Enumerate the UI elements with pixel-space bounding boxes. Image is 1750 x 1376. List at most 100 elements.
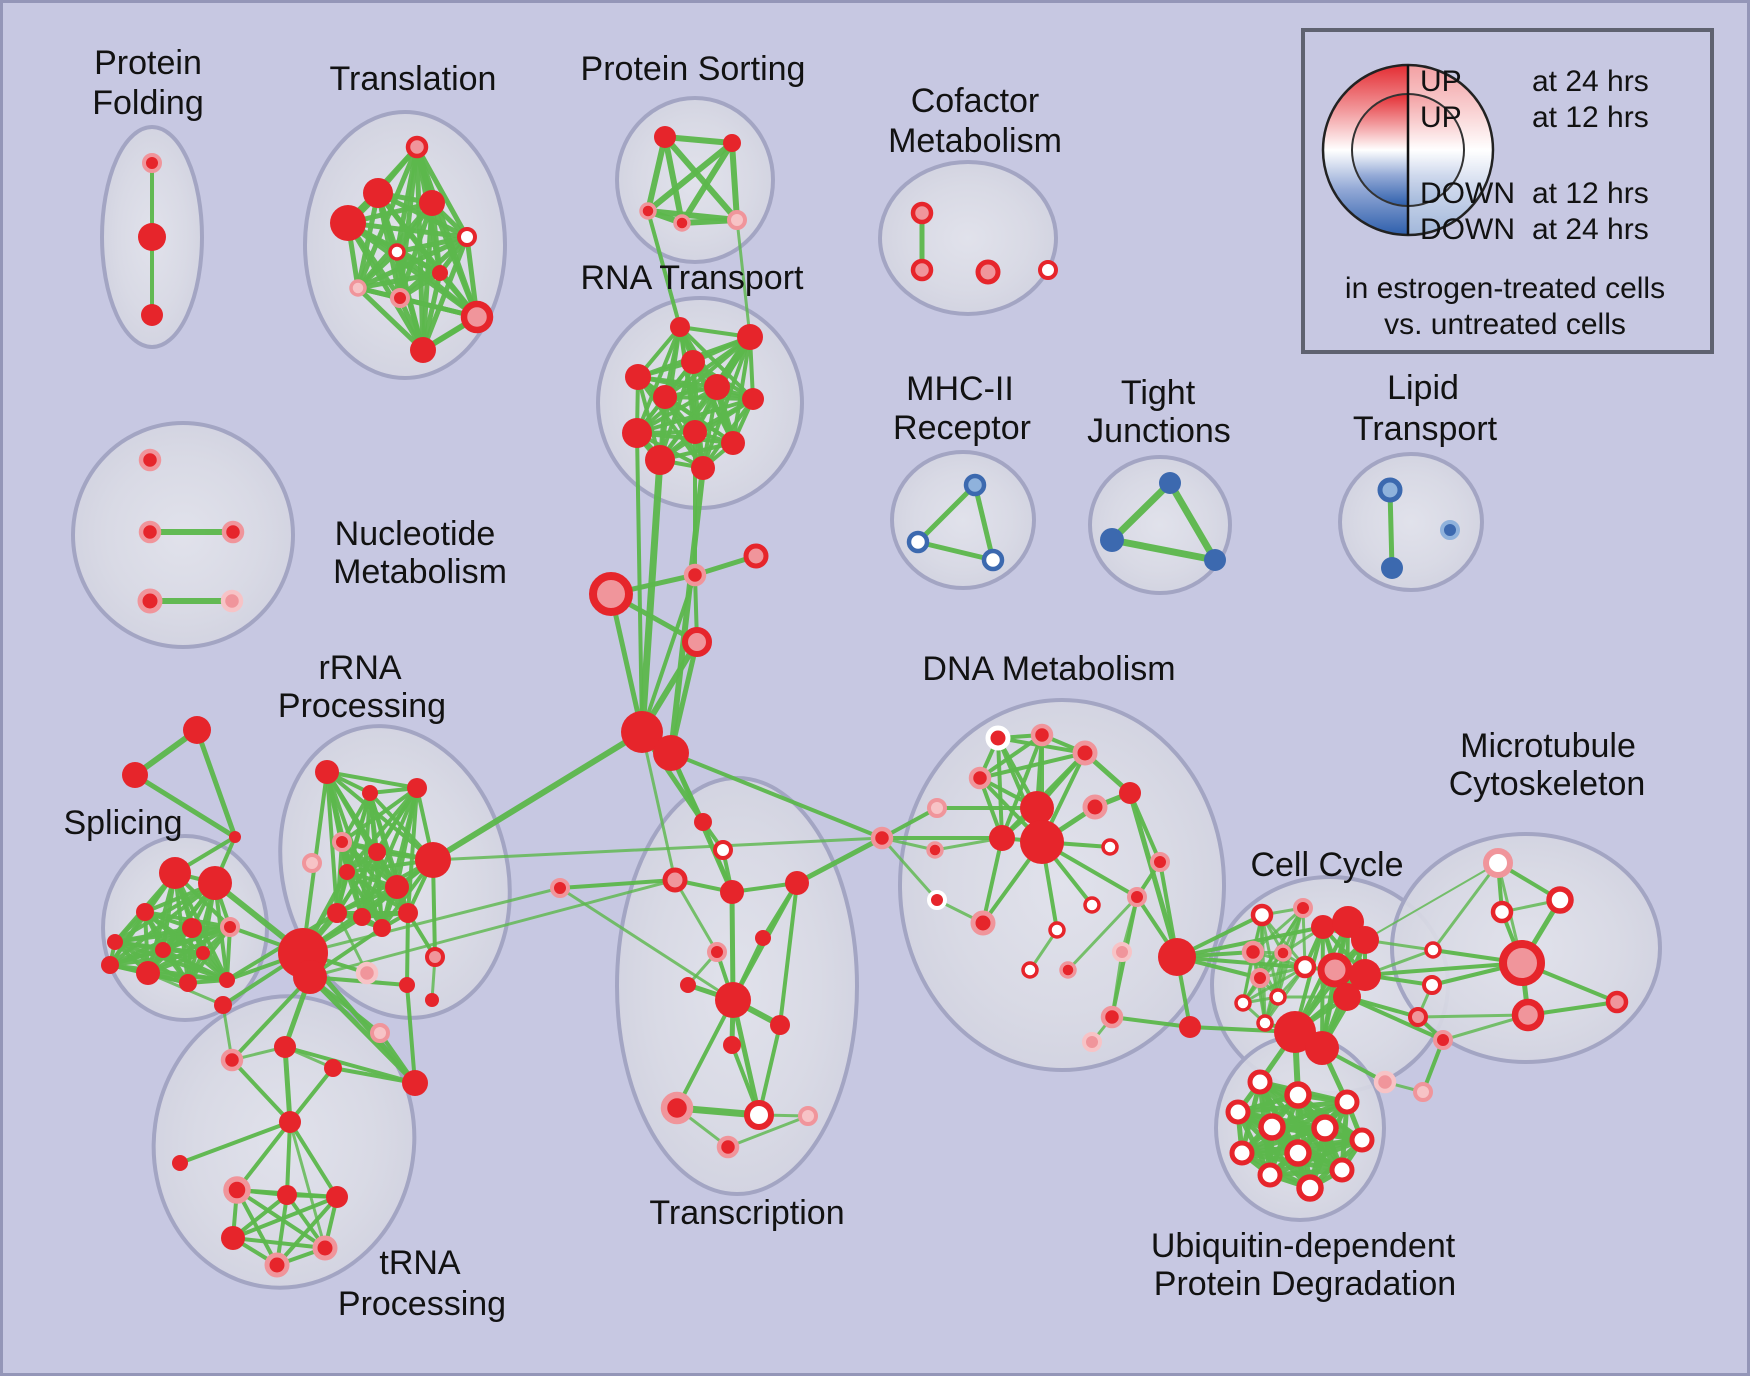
network-node-cofactor-0 — [910, 201, 934, 225]
network-node-micro-5 — [1511, 998, 1545, 1032]
network-edge-lipid — [1387, 487, 1395, 571]
network-node-splicing-13 — [179, 974, 197, 992]
network-node-splicing-12 — [136, 961, 160, 985]
network-edge-rrna — [335, 858, 435, 915]
network-edge-protein_sorting — [679, 140, 735, 226]
network-node-ubi-7 — [1229, 1140, 1255, 1166]
network-edge-protein_sorting — [729, 140, 740, 223]
network-edge-rna — [663, 395, 755, 401]
network-node-transcription-5 — [707, 942, 727, 962]
network-node-trna-3 — [277, 1185, 297, 1205]
network-edge-intercluster — [431, 836, 884, 862]
network-node-rrna-20 — [293, 960, 327, 994]
network-node-translation-5 — [388, 243, 406, 261]
network-edge-mhc — [915, 539, 996, 563]
network-node-splicing-11 — [101, 956, 119, 974]
network-node-cofactor-3 — [1038, 260, 1058, 280]
network-edge-splicing — [132, 772, 238, 840]
network-edge-trna — [275, 1195, 339, 1267]
network-edge-cc — [1241, 965, 1307, 1005]
network-node-nucleotide-4 — [220, 589, 244, 613]
network-node-cc-9 — [1234, 994, 1252, 1012]
network-node-cc-5 — [1274, 944, 1292, 962]
network-node-rna-11 — [691, 456, 715, 480]
cluster-label-micro: Microtubule — [1460, 727, 1636, 765]
legend-direction-3: DOWN — [1420, 213, 1515, 246]
network-node-dna-13 — [1150, 852, 1170, 872]
nodes-layer — [101, 126, 1629, 1278]
network-edge-intercluster — [301, 886, 562, 955]
network-node-dna-21 — [927, 890, 947, 910]
network-node-rna-2 — [625, 364, 651, 390]
network-edge-tight — [1166, 479, 1219, 564]
network-node-transcription-11 — [660, 1091, 694, 1125]
network-node-translation-4 — [457, 227, 477, 247]
network-node-rrna-13 — [425, 947, 445, 967]
network-edge-rrna — [405, 983, 417, 1085]
network-node-rrna-17 — [425, 993, 439, 1007]
network-node-ubi-3 — [1225, 1099, 1251, 1125]
cluster-label-mhc: MHC-II — [906, 370, 1014, 408]
network-node-translation-1 — [363, 178, 393, 208]
network-node-rrna-6 — [339, 864, 355, 880]
network-node-ubi-10 — [1329, 1157, 1355, 1183]
cluster-label-lipid: Lipid — [1387, 369, 1459, 407]
cluster-label-transcription: Transcription — [649, 1194, 844, 1232]
network-node-rrna-4 — [302, 853, 322, 873]
network-node-micro-3 — [1499, 940, 1545, 986]
cluster-label-cofactor: Metabolism — [888, 122, 1062, 160]
network-node-trna-4 — [326, 1186, 348, 1208]
network-edge-translation — [429, 200, 480, 320]
network-node-rna-7 — [622, 418, 652, 448]
network-node-transcription-8 — [715, 982, 751, 1018]
legend-direction-0: UP — [1420, 65, 1462, 98]
legend-time-1: at 12 hrs — [1532, 101, 1649, 134]
network-node-dna-16 — [1048, 921, 1066, 939]
cluster-label-nucleotide: Nucleotide — [335, 515, 496, 553]
network-node-nucleotide-3 — [137, 588, 163, 614]
network-node-dna-23 — [1082, 1032, 1102, 1052]
network-node-protein_sorting-1 — [723, 134, 741, 152]
network-node-translation-7 — [349, 279, 367, 297]
network-node-splicing-9 — [155, 942, 171, 958]
network-node-tight-2 — [1204, 549, 1226, 571]
network-node-rrna-14 — [355, 961, 379, 985]
network-node-cc-7 — [1250, 968, 1270, 988]
network-node-mhc-2 — [981, 548, 1005, 572]
legend-faded-half — [1408, 65, 1493, 235]
cluster-ellipse-mhc — [890, 450, 1036, 590]
network-node-core-4 — [743, 543, 769, 569]
network-node-rna-6 — [742, 388, 764, 410]
network-node-cc-23 — [1373, 1070, 1397, 1094]
network-node-micro-0 — [1483, 848, 1513, 878]
cluster-label-rrna: Processing — [278, 687, 446, 725]
network-node-transcription-13 — [798, 1106, 818, 1126]
network-edge-dna — [1000, 733, 1044, 840]
network-node-trna-1 — [172, 1155, 188, 1171]
network-edge-intercluster — [308, 878, 677, 979]
legend-caption-0: in estrogen-treated cells — [1345, 272, 1665, 305]
legend-time-3: at 24 hrs — [1532, 213, 1649, 246]
network-node-cc-22 — [1433, 1030, 1453, 1050]
network-node-ubi-6 — [1349, 1127, 1375, 1153]
network-node-micro-2 — [1490, 900, 1514, 924]
network-edge-trna — [288, 1120, 327, 1250]
network-node-transcription-2 — [662, 867, 688, 893]
network-node-core-1 — [653, 735, 689, 771]
network-node-dna-7 — [1119, 782, 1141, 804]
network-node-splicing-0 — [183, 716, 211, 744]
network-edge-translation — [345, 220, 470, 240]
network-node-cc-4 — [1241, 940, 1265, 964]
network-node-cofactor-1 — [910, 258, 934, 282]
network-node-cc-18 — [1305, 1031, 1339, 1065]
network-edge-mhc — [972, 482, 996, 563]
cluster-label-protein_sorting: Protein Sorting — [581, 50, 806, 88]
network-node-protein_sorting-3 — [673, 214, 691, 232]
cluster-label-rrna: rRNA — [318, 649, 401, 687]
network-node-rna-5 — [653, 385, 677, 409]
network-edge-intercluster — [430, 729, 645, 863]
network-node-trna-10 — [324, 1059, 342, 1077]
network-edge-tight — [1108, 536, 1219, 564]
network-node-trna-7 — [264, 1252, 290, 1278]
